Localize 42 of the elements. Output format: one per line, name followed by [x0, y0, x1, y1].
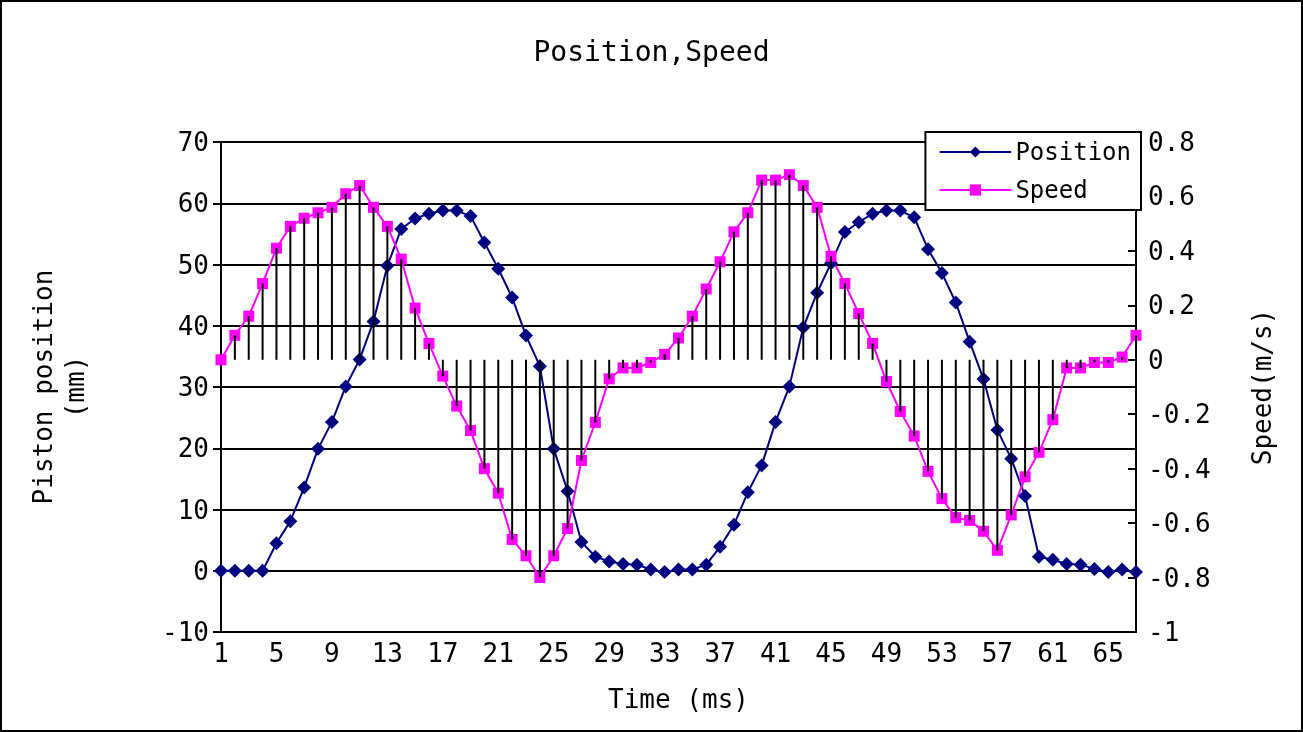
x-tick-label: 49	[870, 638, 903, 668]
x-tick-label: 57	[981, 638, 1014, 668]
x-tick-label: 1	[213, 638, 229, 668]
chart-title: Position,Speed	[533, 34, 770, 68]
x-tick-label: 13	[371, 638, 404, 668]
y2-tick-label: -1	[1148, 617, 1180, 647]
y-tick-label: 0	[193, 555, 209, 586]
y2-axis-title: Speed(m/s)	[1247, 308, 1277, 466]
x-axis-title: Time (ms)	[608, 684, 749, 714]
x-tick-label: 45	[815, 638, 847, 668]
x-tick-label: 33	[648, 638, 681, 668]
y-tick-label: 40	[177, 310, 209, 341]
y-axis-title: Piston position (mm)	[28, 269, 90, 505]
y2-tick-label: 0	[1148, 344, 1164, 375]
y2-tick-label: 0.4	[1148, 235, 1195, 266]
y2-tick-label: -0.6	[1148, 508, 1211, 539]
legend-label: Position	[1015, 138, 1131, 166]
y-tick-label: 10	[177, 494, 209, 525]
x-tick-label: 61	[1037, 638, 1069, 668]
y2-tick-label: 0.6	[1148, 181, 1195, 212]
x-tick-label: 65	[1092, 638, 1124, 668]
y-tick-label: 60	[177, 188, 209, 219]
x-tick-label: 41	[759, 638, 792, 668]
y2-tick-label: 0.8	[1148, 127, 1195, 157]
y2-tick-label: -0.2	[1148, 399, 1211, 430]
y-tick-label: 20	[177, 433, 209, 464]
y-tick-label: -10	[162, 617, 209, 647]
x-tick-label: 37	[704, 638, 736, 668]
y2-tick-label: -0.4	[1148, 453, 1211, 484]
y-tick-label: 30	[177, 372, 209, 402]
y-tick-label: 70	[177, 127, 209, 157]
y2-tick-label: -0.8	[1148, 562, 1211, 593]
x-tick-label: 9	[324, 638, 340, 668]
x-tick-label: 21	[482, 638, 514, 668]
y-tick-label: 50	[177, 249, 209, 280]
x-tick-label: 5	[268, 638, 285, 668]
x-tick-label: 25	[538, 638, 570, 668]
x-tick-label: 29	[593, 638, 625, 668]
x-tick-label: 53	[926, 638, 958, 668]
legend-label: Speed	[1015, 176, 1088, 204]
x-tick-label: 17	[427, 638, 459, 668]
y2-tick-label: 0.2	[1148, 290, 1195, 321]
